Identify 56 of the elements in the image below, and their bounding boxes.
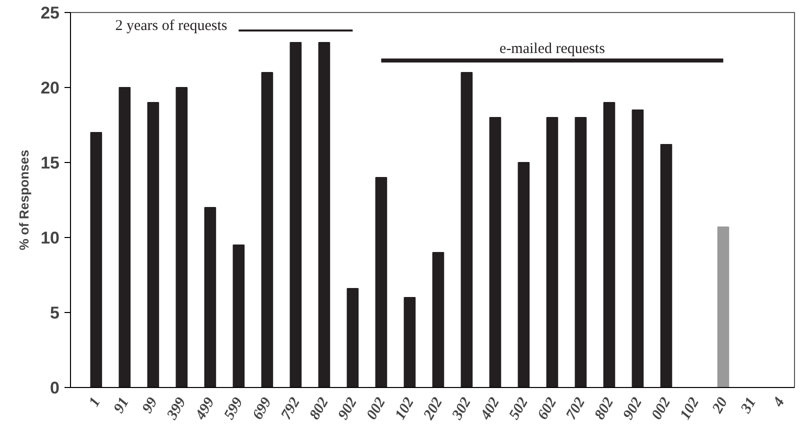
- x-tick-label: 20: [709, 394, 732, 417]
- bar: [290, 42, 302, 388]
- series-label: 2 years of requests: [115, 18, 228, 34]
- x-tick-label: 4: [770, 394, 788, 410]
- x-tick-label: 402: [477, 394, 504, 424]
- bar: [375, 177, 388, 388]
- bar: [489, 117, 502, 388]
- bar: [346, 288, 359, 388]
- bar: [261, 72, 274, 388]
- x-tick-label: 602: [534, 394, 560, 422]
- bar: [232, 244, 245, 388]
- x-tick-label: 902: [620, 394, 646, 422]
- bar: [147, 102, 160, 388]
- bar: [90, 132, 102, 388]
- x-tick-label: 502: [506, 394, 532, 422]
- bar: [632, 110, 644, 388]
- bar: [318, 42, 330, 388]
- x-tick-label: 499: [192, 394, 218, 424]
- bar: [603, 102, 616, 388]
- y-tick-label: 10: [40, 228, 60, 248]
- x-tick-label: 102: [392, 394, 418, 422]
- bar: [460, 72, 473, 388]
- bar: [518, 162, 530, 388]
- x-tick-label: 702: [563, 394, 589, 422]
- x-tick-label: 802: [592, 394, 618, 422]
- x-tick-label: 599: [221, 394, 247, 422]
- y-axis-title: % of Responses: [16, 150, 32, 250]
- x-tick-label: 302: [448, 394, 475, 424]
- y-tick-label: 0: [50, 378, 60, 398]
- y-tick-label: 25: [40, 4, 60, 22]
- y-tick-label: 20: [40, 78, 60, 98]
- x-tick-label: 902: [335, 394, 361, 422]
- bar: [204, 207, 216, 388]
- x-tick-label: 802: [306, 394, 332, 422]
- x-tick-label: 399: [164, 394, 190, 424]
- x-tick-label: 99: [140, 394, 162, 416]
- bar: [574, 117, 587, 388]
- x-tick-label: 002: [648, 394, 674, 422]
- x-tick-label: 002: [364, 394, 390, 422]
- x-tick-label: 102: [677, 394, 703, 422]
- bar: [118, 87, 131, 388]
- bar: [717, 226, 730, 388]
- x-tick-label: 792: [278, 394, 304, 422]
- bar: [432, 252, 444, 388]
- x-tick-label: 202: [420, 394, 446, 424]
- x-tick-label: 31: [738, 395, 760, 417]
- bar: [546, 117, 558, 388]
- bar: [404, 297, 416, 388]
- bar: [176, 87, 188, 388]
- series-label: e-mailed requests: [500, 40, 606, 57]
- x-tick-label: 699: [250, 394, 276, 422]
- x-tick-label: 91: [111, 395, 132, 416]
- y-tick-label: 5: [50, 304, 60, 322]
- y-tick-label: 15: [40, 154, 60, 172]
- bar: [660, 144, 672, 388]
- x-tick-label: 1: [86, 395, 104, 410]
